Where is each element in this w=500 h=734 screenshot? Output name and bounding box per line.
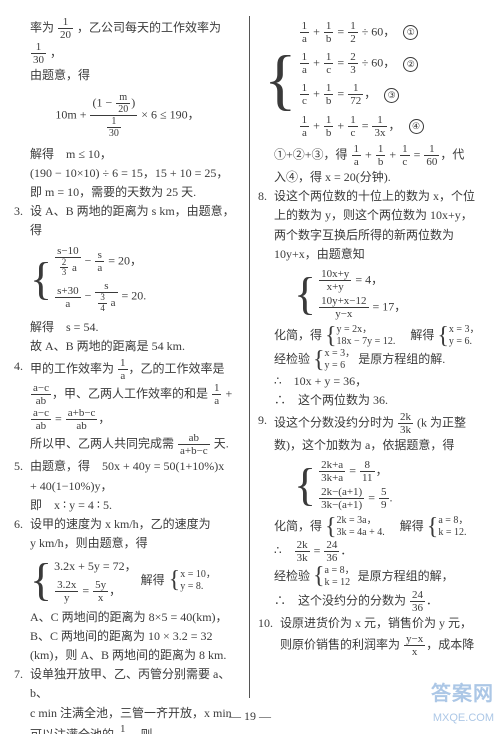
problem-10: 10. 设原进货价为 x 元，销售价为 y 元， 则原价销售的利润率为 y−xx…: [258, 614, 486, 658]
line: 入④，得 x = 20(分钟).: [258, 168, 486, 187]
line: 率为 120 ，乙公司每天的工作效率为 130 ，: [14, 16, 241, 66]
line: 即 m = 10，需要的天数为 25 天.: [14, 183, 241, 202]
text: 故 A、B 两地的距离是 54 km.: [30, 337, 241, 356]
right-column: { 1a + 1b = 12 ÷ 60，① 1a + 1c = 23 ÷ 60，…: [250, 16, 486, 698]
line: 由题意，得: [14, 66, 241, 85]
equation: 10m + (1 − m20) 130 × 6 ≤ 190，: [14, 92, 241, 139]
page: 率为 120 ，乙公司每天的工作效率为 130 ， 由题意，得 10m + (1…: [0, 0, 500, 734]
equation-system: { 2k+a3k+a = 811， 2k−(a+1)3k−(a+1) = 59.: [294, 459, 486, 511]
equation-system: { 10x+yx+y = 4， 10y+x−12y−x = 17，: [294, 268, 486, 320]
problem-6: 6. 设甲的速度为 x km/h，乙的速度为 y km/h，则由题意，得 { 3…: [14, 515, 241, 665]
text: ，乙公司每天的工作效率为: [77, 20, 221, 34]
text: 率为: [30, 20, 54, 34]
problem-4: 4. 甲的工作效率为 1a，乙的工作效率是 a−cab，甲、乙两人工作效率的和是…: [14, 357, 241, 458]
line: ①+②+③，得 1a + 1b + 1c = 160，代: [258, 143, 486, 168]
text: 解得 s = 54.: [30, 318, 241, 337]
num: 4.: [14, 357, 30, 458]
num: 3.: [14, 202, 30, 357]
text: 设 A、B 两地的距离为 s km，由题意，得: [30, 202, 241, 240]
text: ，: [50, 46, 62, 60]
fraction: 130: [31, 41, 46, 66]
line: (190 − 10×10) ÷ 6 = 15，15 + 10 = 25，: [14, 164, 241, 183]
left-column: 率为 120 ，乙公司每天的工作效率为 130 ， 由题意，得 10m + (1…: [14, 16, 250, 698]
fraction: 120: [58, 16, 73, 41]
problem-8: 8. 设这个两位数的十位上的数为 x，个位 上的数为 y，则这个两位数为 10x…: [258, 187, 486, 411]
line: 解得 m ≤ 10，: [14, 145, 241, 164]
problem-9: 9. 设这个分数没约分时为 2k3k (k 为正整 数)，这个加数为 a，依据题…: [258, 411, 486, 614]
equation-system: { s−1023 a − sa = 20， s+30a − s34 a = 20…: [30, 245, 241, 315]
equation-system: { 1a + 1b = 12 ÷ 60，① 1a + 1c = 23 ÷ 60，…: [264, 20, 486, 139]
page-number: — 19 —: [0, 707, 500, 726]
problem-5: 5. 由题意，得 50x + 40y = 50(1+10%)x + 40(1−1…: [14, 457, 241, 515]
equation-system: { 3.2x + 5y = 72， 3.2xy = 5yx，: [30, 557, 137, 603]
problem-3: 3. 设 A、B 两地的距离为 s km，由题意，得 { s−1023 a − …: [14, 202, 241, 357]
